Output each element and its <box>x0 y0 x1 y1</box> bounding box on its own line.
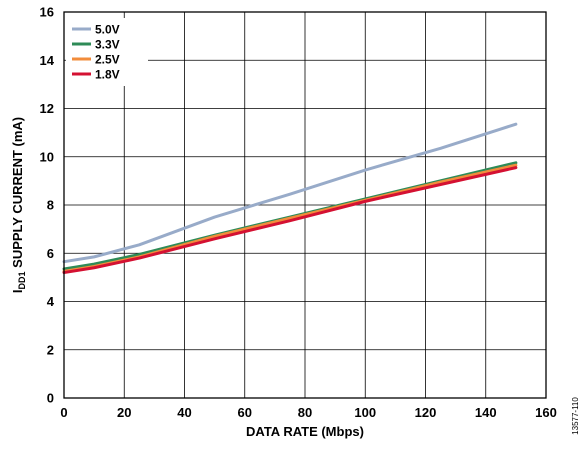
y-tick-label: 12 <box>40 101 54 116</box>
x-tick-label: 120 <box>415 405 437 420</box>
y-axis-title: IDD1 SUPPLY CURRENT (mA) <box>10 117 27 293</box>
x-tick-label: 100 <box>354 405 376 420</box>
y-axis-title-subscript: DD1 <box>17 271 27 289</box>
legend-label: 3.3V <box>95 38 120 52</box>
y-tick-label: 14 <box>40 53 55 68</box>
legend-label: 5.0V <box>95 23 120 37</box>
x-tick-label: 80 <box>298 405 312 420</box>
series-lines <box>62 122 518 275</box>
x-tick-labels: 0 20 40 60 80 100 120 140 160 <box>60 405 556 420</box>
y-tick-label: 16 <box>40 5 54 20</box>
y-axis-title-rest: SUPPLY CURRENT (mA) <box>10 117 25 272</box>
x-tick-label: 60 <box>238 405 252 420</box>
y-tick-label: 2 <box>47 342 54 357</box>
series-line-5-0v <box>62 122 518 264</box>
y-tick-labels: 0 2 4 6 8 10 12 14 16 <box>40 5 55 406</box>
x-tick-label: 160 <box>535 405 557 420</box>
y-tick-label: 0 <box>47 391 54 406</box>
y-tick-label: 8 <box>47 198 54 213</box>
x-tick-label: 20 <box>117 405 131 420</box>
figure-id: 13577-110 <box>571 397 580 435</box>
x-tick-label: 140 <box>475 405 497 420</box>
legend: 5.0V3.3V2.5V1.8V <box>66 18 148 86</box>
x-axis-title: DATA RATE (Mbps) <box>246 424 364 439</box>
y-tick-label: 10 <box>40 149 54 164</box>
x-tick-label: 0 <box>60 405 67 420</box>
y-axis-title-main: I <box>10 289 25 293</box>
y-tick-label: 6 <box>47 246 54 261</box>
legend-label: 2.5V <box>95 53 120 67</box>
x-tick-label: 40 <box>177 405 191 420</box>
plot-frame <box>63 11 547 399</box>
y-tick-label: 4 <box>47 294 55 309</box>
series-line-1-8v <box>62 166 518 275</box>
legend-label: 1.8V <box>95 68 120 82</box>
